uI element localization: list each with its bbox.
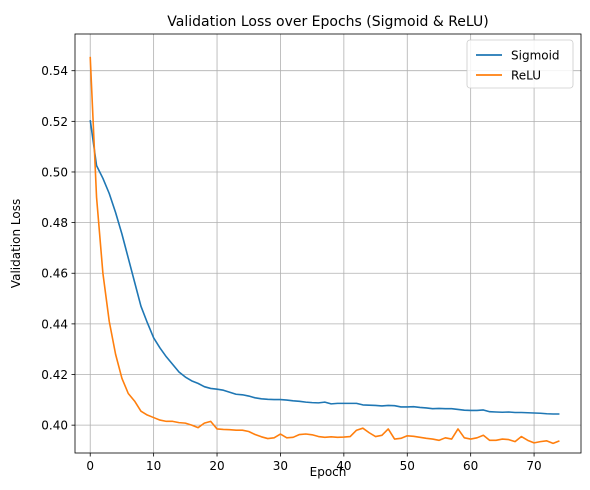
legend-label: Sigmoid (511, 49, 560, 63)
x-axis-ticks: 0 10 20 30 40 50 60 70 (86, 453, 542, 473)
x-tick-label: 20 (209, 459, 224, 473)
legend-label: ReLU (511, 69, 541, 83)
y-tick-label: 0.46 (41, 267, 68, 281)
x-tick-label: 50 (400, 459, 415, 473)
series-line-sigmoid (89, 119, 560, 415)
y-tick-label: 0.40 (41, 419, 68, 433)
legend-box (466, 39, 574, 89)
y-tick-label: 0.52 (41, 115, 68, 129)
x-tick-label: 10 (146, 459, 161, 473)
chart-title: Validation Loss over Epochs (Sigmoid & R… (167, 14, 488, 30)
x-tick-label: 30 (273, 459, 288, 473)
x-axis-label: Epoch (310, 465, 347, 479)
y-tick-label: 0.42 (41, 368, 68, 382)
y-axis-ticks: 0.40 0.42 0.44 0.46 0.48 0.50 0.52 0.54 (41, 64, 75, 433)
x-tick-label: 60 (463, 459, 478, 473)
x-tick-label: 40 (336, 459, 351, 473)
y-tick-label: 0.50 (41, 165, 68, 179)
y-axis-label: Validation Loss (9, 199, 23, 288)
grid (75, 34, 581, 453)
legend: Sigmoid ReLU (466, 39, 574, 89)
x-tick-label: 0 (86, 459, 94, 473)
plot-frame (74, 33, 582, 454)
x-tick-label: 70 (526, 459, 541, 473)
y-tick-label: 0.54 (41, 64, 68, 78)
y-tick-label: 0.44 (41, 317, 68, 331)
series-lines (89, 56, 560, 445)
series-line-relu (89, 56, 560, 445)
y-tick-label: 0.48 (41, 216, 68, 230)
